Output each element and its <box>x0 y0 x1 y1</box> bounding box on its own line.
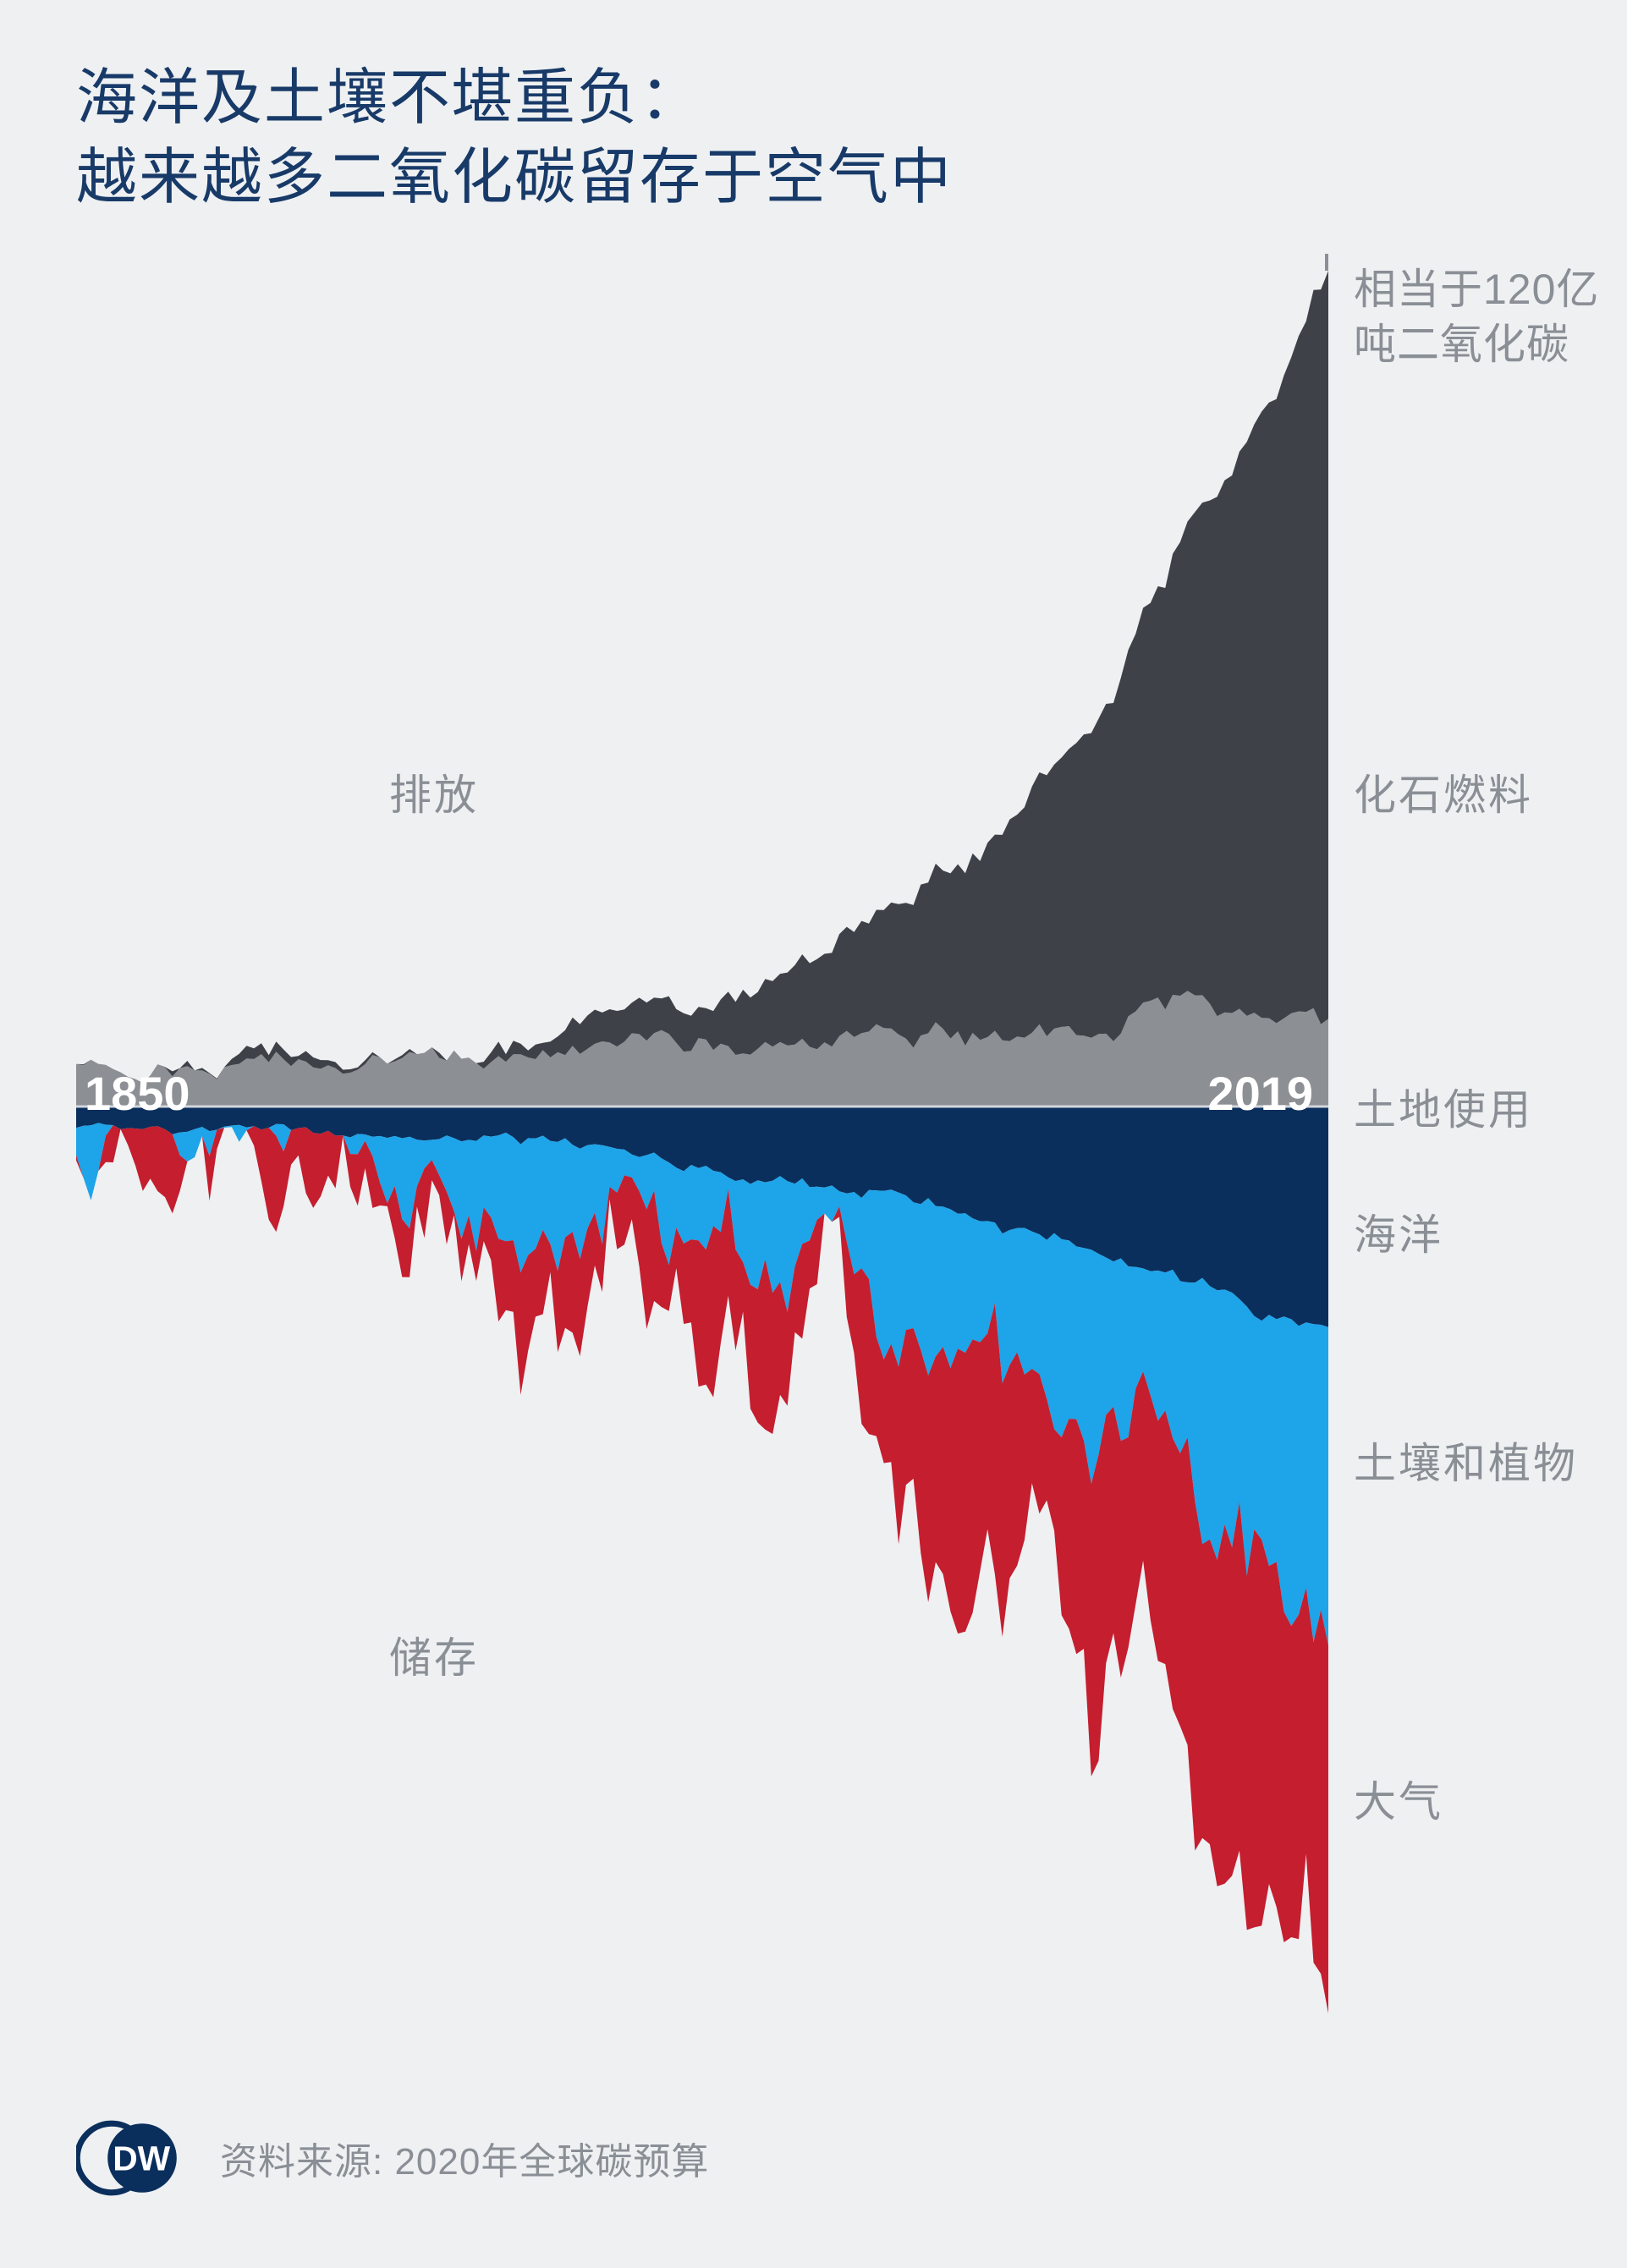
landplant-label: 土壤和植物 <box>1354 1430 1578 1491</box>
source-text: 2020年全球碳预算 <box>394 2141 709 2183</box>
peak-line-2: 吨二氧化碳 <box>1354 321 1569 368</box>
emit-section-label: 排放 <box>389 761 479 822</box>
ocean-label: 海洋 <box>1354 1201 1443 1262</box>
dw-logo-icon: DW <box>76 2107 178 2209</box>
area-fossil <box>76 271 1328 1083</box>
footer: DW 资料来源: 2020年全球碳预算 <box>76 2107 709 2209</box>
source-line: 资料来源: 2020年全球碳预算 <box>220 2131 709 2185</box>
peak-line-1: 相当于120亿 <box>1354 266 1599 313</box>
atmosphere-label: 大气 <box>1354 1768 1443 1829</box>
title-line-1: 海洋及土壤不堪重负： <box>76 64 702 132</box>
peak-callout: 相当于120亿 吨二氧化碳 <box>1354 262 1599 372</box>
landuse-label: 土地使用 <box>1354 1076 1533 1137</box>
year-start-label: 1850 <box>85 1066 190 1121</box>
title-line-2: 越来越多二氧化碳留存于空气中 <box>76 144 953 211</box>
chart-title: 海洋及土壤不堪重负： 越来越多二氧化碳留存于空气中 <box>76 59 953 217</box>
svg-text:DW: DW <box>113 2139 170 2177</box>
store-section-label: 储存 <box>389 1624 479 1685</box>
stacked-area-chart <box>76 254 1328 2030</box>
year-end-label: 2019 <box>1207 1066 1313 1121</box>
source-prefix: 资料来源: <box>220 2141 394 2183</box>
fossil-label: 化石燃料 <box>1354 761 1533 822</box>
chart-area: 1850 2019 排放 储存 <box>76 254 1328 2030</box>
